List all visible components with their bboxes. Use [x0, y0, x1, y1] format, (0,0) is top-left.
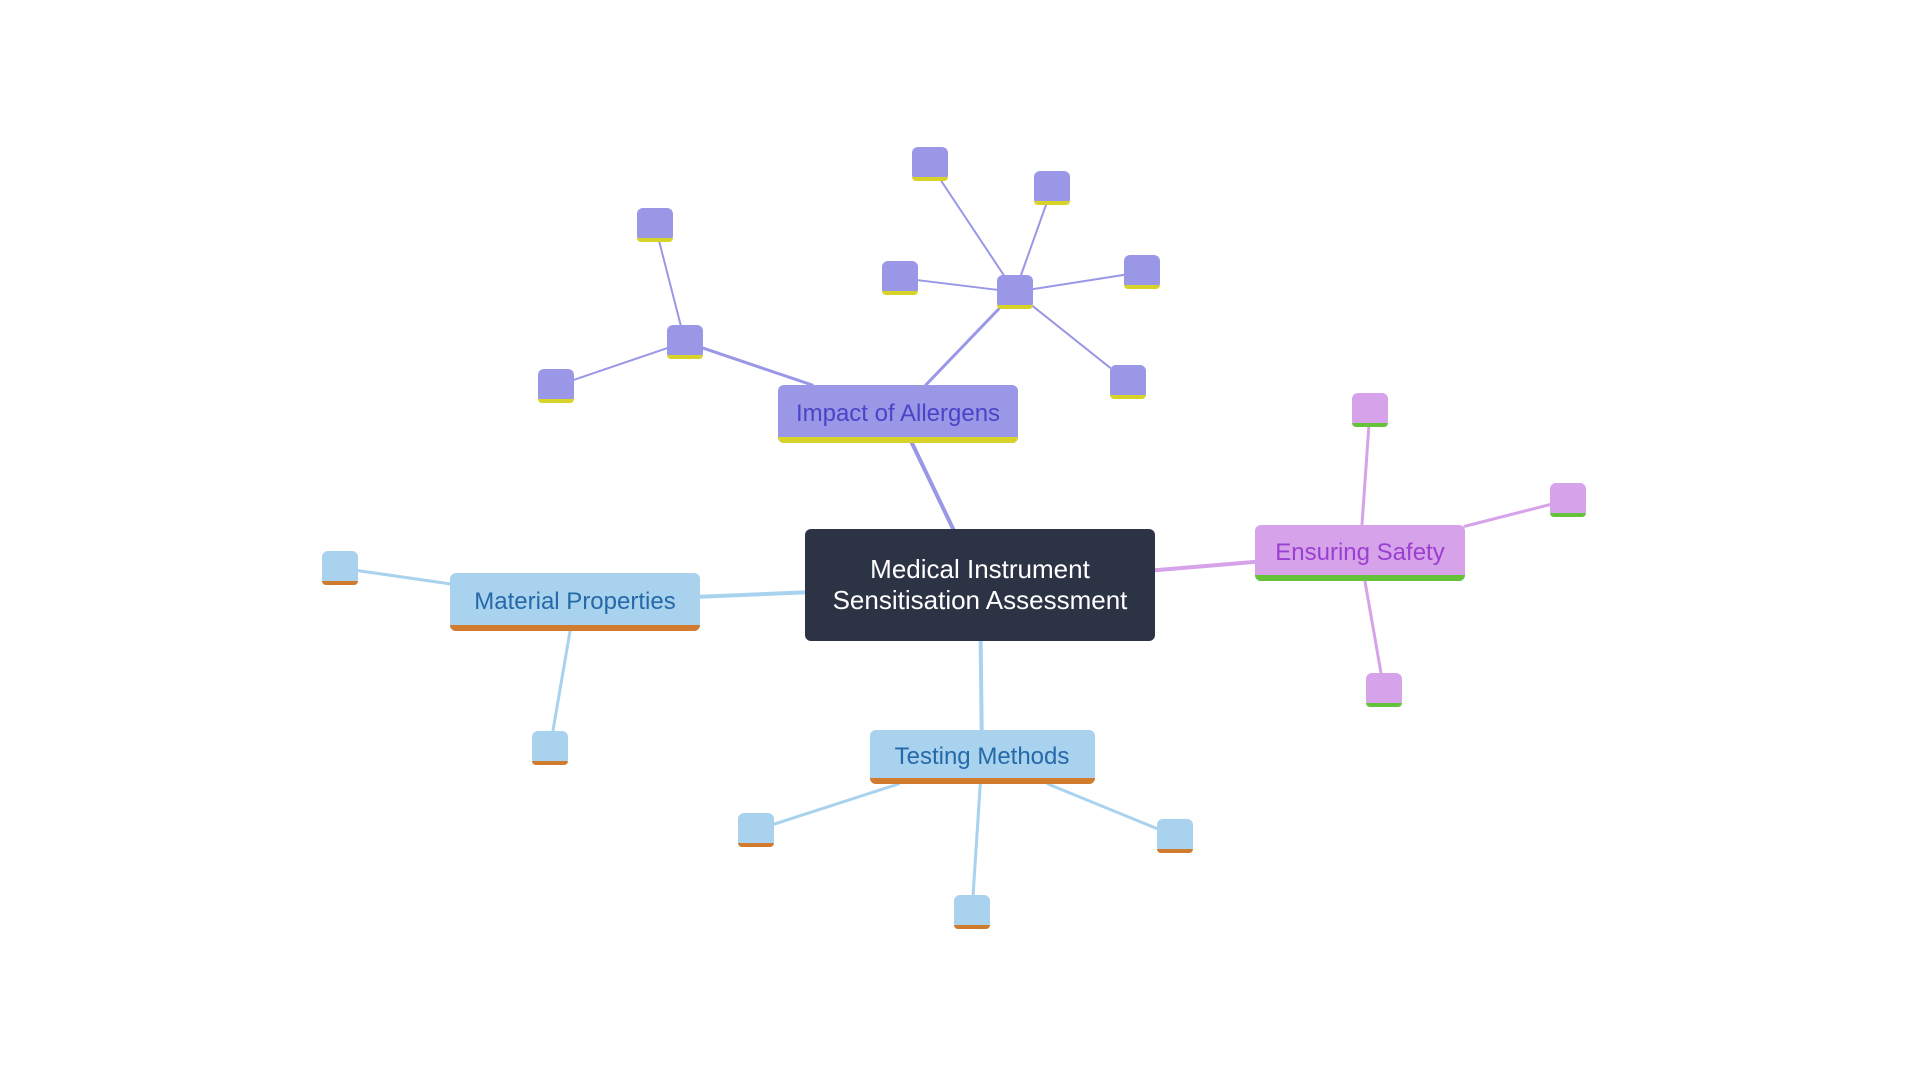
safety-branch-node: Ensuring Safety — [1255, 525, 1465, 581]
edge-center-allergens — [912, 443, 953, 529]
edge-center-safety — [1155, 562, 1255, 570]
allergens_hub2-leaf-node — [997, 275, 1033, 309]
edge-center-testing — [981, 641, 982, 730]
mindmap-diagram: Medical Instrument Sensitisation Assessm… — [230, 130, 1690, 950]
testing-branch-node: Testing Methods — [870, 730, 1095, 784]
safety_a-leaf-node — [1352, 393, 1388, 427]
edge-safety-safety_c — [1365, 581, 1381, 673]
safety-label: Ensuring Safety — [1275, 539, 1444, 568]
edge-allergens_hub2-allergens_hub2_d — [1033, 306, 1110, 367]
edge-allergens-allergens_hub2 — [926, 309, 999, 385]
edge-allergens-allergens_hub1 — [703, 348, 812, 385]
edge-testing-testing_b — [973, 784, 980, 895]
safety_c-leaf-node — [1366, 673, 1402, 707]
edge-materials-materials_b — [553, 631, 570, 731]
edge-allergens_hub2-allergens_hub2_c — [1033, 275, 1124, 289]
allergens_hub2_e-leaf-node — [882, 261, 918, 295]
safety_b-leaf-node — [1550, 483, 1586, 517]
edge-center-materials — [700, 592, 805, 596]
allergens-branch-node: Impact of Allergens — [778, 385, 1018, 443]
materials_a-leaf-node — [322, 551, 358, 585]
testing-label: Testing Methods — [895, 743, 1070, 772]
allergens_hub2_a-leaf-node — [912, 147, 948, 181]
testing_c-leaf-node — [1157, 819, 1193, 853]
edge-allergens_hub1-allergens_hub1_a — [659, 242, 680, 325]
edge-safety-safety_a — [1362, 427, 1369, 525]
allergens_hub1-leaf-node — [667, 325, 703, 359]
allergens_hub2_d-leaf-node — [1110, 365, 1146, 399]
edge-testing-testing_c — [1048, 784, 1157, 829]
edge-allergens_hub2-allergens_hub2_a — [941, 181, 1003, 275]
materials-label: Material Properties — [474, 588, 675, 617]
allergens_hub1_b-leaf-node — [538, 369, 574, 403]
edge-materials-materials_a — [358, 571, 450, 584]
testing_b-leaf-node — [954, 895, 990, 929]
edge-allergens_hub1-allergens_hub1_b — [574, 348, 667, 380]
materials-branch-node: Material Properties — [450, 573, 700, 631]
allergens_hub2_c-leaf-node — [1124, 255, 1160, 289]
center-central-node: Medical Instrument Sensitisation Assessm… — [805, 529, 1155, 641]
center-label: Medical Instrument Sensitisation Assessm… — [833, 554, 1128, 616]
edge-testing-testing_a — [774, 784, 898, 824]
testing_a-leaf-node — [738, 813, 774, 847]
allergens-label: Impact of Allergens — [796, 400, 1000, 429]
allergens_hub2_b-leaf-node — [1034, 171, 1070, 205]
edge-allergens_hub2-allergens_hub2_b — [1021, 205, 1046, 275]
materials_b-leaf-node — [532, 731, 568, 765]
edge-safety-safety_b — [1465, 505, 1550, 527]
edge-allergens_hub2-allergens_hub2_e — [918, 280, 997, 290]
allergens_hub1_a-leaf-node — [637, 208, 673, 242]
